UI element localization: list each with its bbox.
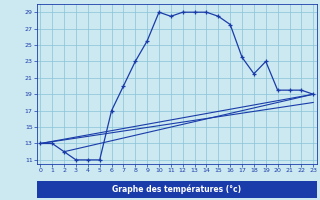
Text: Graphe des températures (°c): Graphe des températures (°c)	[112, 185, 241, 194]
